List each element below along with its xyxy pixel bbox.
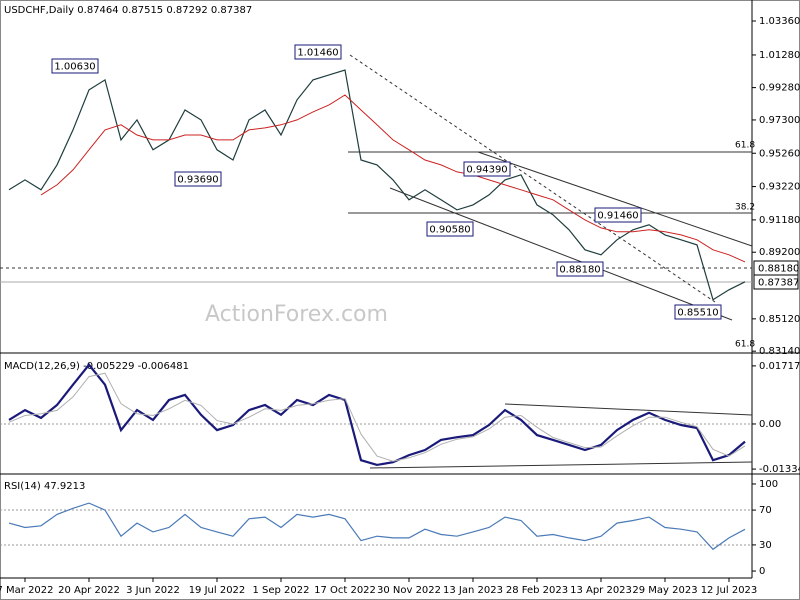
y-tick-label: 0.85120 — [759, 314, 800, 325]
y-tick-label: 0.95260 — [759, 148, 800, 159]
y-tick-label: 0 — [759, 566, 765, 577]
x-tick-label: 7 Mar 2022 — [0, 585, 54, 596]
channel-line — [389, 187, 733, 321]
y-tick-label: 100 — [759, 479, 778, 490]
watermark: ActionForex.com — [205, 302, 388, 327]
series-line — [8, 69, 746, 301]
annotation: 0.90580 — [429, 225, 470, 236]
annotation-box — [463, 161, 511, 177]
price-title: USDCHF,Daily 0.87464 0.87515 0.87292 0.8… — [4, 5, 252, 16]
fib-label: 38.2 — [735, 203, 755, 213]
annotation-box — [594, 207, 642, 223]
x-tick-label: 12 Jul 2023 — [701, 585, 758, 596]
y-tick-label: 70 — [759, 505, 772, 516]
macd-title: MACD(12,26,9) -0.005229 -0.006481 — [4, 361, 189, 372]
level-box — [753, 274, 799, 290]
annotation: 0.93690 — [177, 175, 218, 186]
x-tick-label: 1 Sep 2022 — [252, 585, 309, 596]
series-line — [8, 372, 746, 462]
y-tick-label: 1.01280 — [759, 50, 800, 61]
x-tick-label: 28 Feb 2023 — [506, 585, 568, 596]
y-tick-label: 0.93220 — [759, 182, 800, 193]
y-tick-label: 0.91180 — [759, 215, 800, 226]
level-label: 0.87387 — [758, 278, 799, 289]
channel-line — [477, 151, 753, 247]
x-tick-label: 13 Apr 2023 — [570, 585, 632, 596]
annotation: 1.01460 — [297, 48, 338, 59]
annotation-box — [426, 221, 474, 237]
trend-line — [349, 54, 716, 303]
x-tick-label: 13 Jan 2023 — [443, 585, 503, 596]
x-tick-label: 30 Nov 2022 — [377, 585, 441, 596]
annotation-box — [174, 171, 222, 187]
series-line — [8, 363, 746, 467]
fib-label: 61.8 — [735, 141, 755, 151]
annotation-box — [51, 58, 99, 74]
x-tick-label: 17 Oct 2022 — [314, 585, 376, 596]
x-tick-label: 19 Jul 2022 — [189, 585, 246, 596]
series-line — [8, 502, 746, 551]
y-tick-label: -0.01334 — [759, 464, 800, 475]
annotation-box — [556, 261, 604, 277]
annotation: 0.94390 — [466, 165, 507, 176]
annotation: 1.00630 — [54, 62, 95, 73]
annotation-box — [674, 304, 722, 320]
y-tick-label: 0.89200 — [759, 247, 800, 258]
y-tick-label: 1.03360 — [759, 16, 800, 27]
y-tick-label: 0.97300 — [759, 115, 800, 126]
macd-trend-line — [369, 461, 753, 469]
rsi-title: RSI(14) 47.9213 — [4, 481, 85, 492]
x-tick-label: 29 May 2023 — [632, 585, 697, 596]
series-line — [40, 94, 746, 263]
y-tick-label: 0.00 — [759, 419, 781, 430]
y-tick-label: 30 — [759, 540, 772, 551]
macd-trend-line — [504, 403, 753, 416]
level-label: 0.88180 — [758, 264, 799, 275]
y-tick-label: 0.99280 — [759, 83, 800, 94]
annotation: 0.91460 — [597, 211, 638, 222]
annotation-box — [294, 44, 342, 60]
x-tick-label: 3 Jun 2022 — [126, 585, 180, 596]
annotation: 0.88180 — [559, 265, 600, 276]
x-tick-label: 20 Apr 2022 — [58, 585, 120, 596]
fib-label: 61.8 — [735, 340, 755, 350]
annotation: 0.85510 — [677, 308, 718, 319]
y-tick-label: 0.83140 — [759, 346, 800, 357]
y-tick-label: 0.017176 — [759, 361, 800, 372]
